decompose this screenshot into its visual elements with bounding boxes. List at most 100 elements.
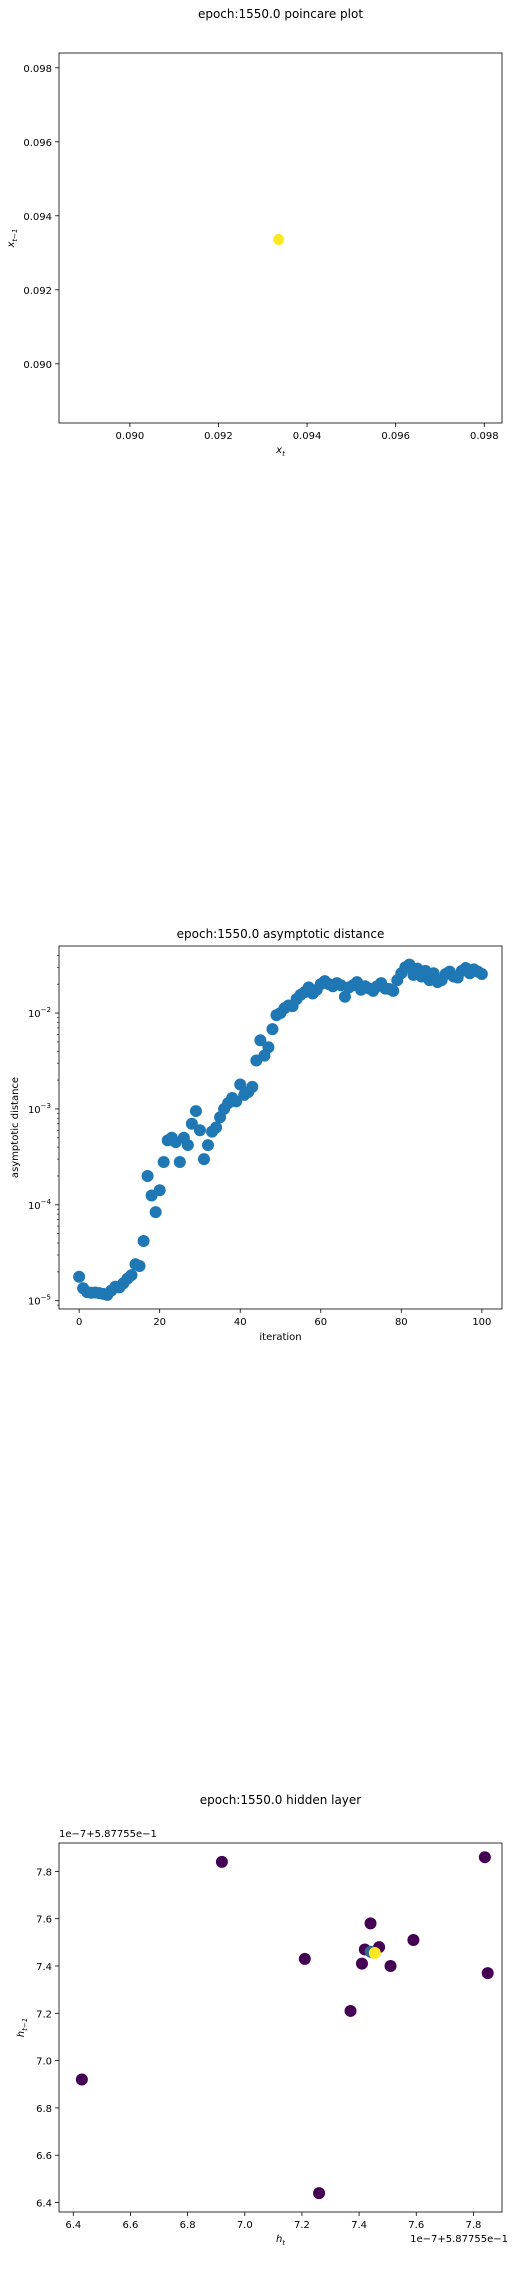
x-tick-label: 7.4 [351, 2220, 367, 2231]
y-tick-label: 7.2 [36, 2009, 52, 2020]
y-tick-label: 7.4 [36, 1962, 52, 1973]
y-tick-label: 10−5 [28, 1294, 51, 1308]
y-tick-exponent: −2 [41, 1006, 51, 1014]
x-tick-label: 0.098 [470, 431, 499, 442]
y-offset-label: 1e−7+5.87755e−1 [59, 1829, 157, 1840]
asymptotic-distance-svg: epoch:1550.0 asymptotic distance 0 20 40 60 8… [10, 927, 503, 1343]
x-tick-label: 60 [314, 1317, 327, 1328]
chart-title: epoch:1550.0 poincare plot [198, 7, 363, 21]
y-tick-label: 6.4 [36, 2199, 52, 2210]
x-tick-label: 6.6 [122, 2220, 138, 2231]
y-axis-label-subscript: t−1 [11, 229, 19, 242]
x-axis-label-subscript: t [282, 2239, 285, 2247]
data-point [384, 1960, 397, 1972]
y-tick-label: 0.096 [23, 138, 52, 149]
y-axis-label: ht−1 [16, 2018, 29, 2037]
data-point [75, 2073, 88, 2086]
hidden-layer-svg: epoch:1550.0 hidden layer 6.4 6.6 6.8 7.0 7.2… [16, 1793, 508, 2247]
data-point [313, 2187, 326, 2200]
data-point [173, 1155, 186, 1168]
plot-frame [58, 52, 503, 424]
y-tick-label: 10−2 [28, 1006, 51, 1020]
x-offset-label: 1e−7+5.87755e−1 [410, 2234, 508, 2245]
data-point [141, 1169, 154, 1182]
x-axis-label: xt [275, 445, 285, 458]
y-tick-label: 0.092 [23, 286, 52, 297]
data-point [197, 1153, 210, 1166]
x-axis-label: iteration [259, 1332, 301, 1343]
data-point [230, 1095, 243, 1108]
data-point [185, 1117, 198, 1130]
plot-frame [58, 945, 503, 1310]
x-tick-label: 100 [472, 1317, 491, 1328]
data-point [478, 1851, 491, 1864]
x-tick-label: 0 [76, 1317, 82, 1328]
x-tick-label: 0.092 [204, 431, 233, 442]
x-tick-label: 0.090 [116, 431, 145, 442]
y-tick-exponent: −3 [41, 1102, 51, 1110]
data-point [368, 1946, 381, 1959]
data-point [364, 1917, 377, 1930]
y-tick-label: 6.8 [36, 2104, 52, 2115]
y-tick-exponent: −5 [41, 1294, 51, 1302]
data-point [137, 1234, 150, 1247]
x-axis-label: ht [276, 2234, 285, 2247]
x-tick-label: 20 [153, 1317, 166, 1328]
x-tick-label: 6.4 [65, 2220, 81, 2231]
data-point [407, 1933, 420, 1946]
data-point [133, 1260, 146, 1273]
data-point [189, 1105, 202, 1118]
y-tick-base: 10 [28, 1297, 41, 1308]
data-point [157, 1155, 170, 1168]
y-tick-base: 10 [28, 1009, 41, 1020]
data-point [344, 2004, 357, 2017]
x-tick-label: 7.2 [294, 2220, 310, 2231]
y-tick-base: 10 [28, 1201, 41, 1212]
x-tick-label: 80 [395, 1317, 408, 1328]
y-axis-label: asymptotic distance [10, 1077, 21, 1178]
x-tick-label: 7.6 [408, 2220, 424, 2231]
data-point [266, 1023, 279, 1036]
y-axis-label-subscript: t−1 [21, 2018, 29, 2031]
y-axis-label: xt−1 [6, 229, 19, 249]
y-tick-base: 10 [28, 1105, 41, 1116]
hidden-layer-chart: epoch:1550.0 hidden layer 6.4 6.6 6.8 7.0 7.2… [0, 1790, 512, 2269]
y-tick-label: 7.6 [36, 1915, 52, 1926]
y-tick-label: 0.094 [23, 212, 52, 223]
data-point [234, 1078, 247, 1091]
poincare-plot-chart: epoch:1550.0 poincare plot 0.090 0.092 0.09… [0, 0, 512, 470]
data-point [355, 1957, 368, 1970]
data-point [210, 1121, 223, 1134]
data-point [125, 1269, 138, 1282]
y-tick-label: 10−3 [28, 1102, 51, 1116]
x-tick-label: 6.8 [180, 2220, 196, 2231]
asymptotic-distance-chart: epoch:1550.0 asymptotic distance 0 20 40 60 8… [0, 920, 512, 1360]
data-point [387, 984, 400, 997]
data-point [254, 1034, 267, 1047]
data-point [246, 1080, 259, 1093]
plot-frame [58, 1842, 503, 2213]
data-point [273, 233, 285, 245]
x-tick-label: 0.094 [293, 431, 322, 442]
y-tick-label: 0.090 [23, 360, 52, 371]
x-axis-label-subscript: t [282, 450, 285, 458]
y-tick-exponent: −4 [41, 1198, 52, 1206]
y-tick-label: 7.0 [36, 2057, 52, 2068]
y-tick-label: 10−4 [28, 1198, 52, 1212]
chart-title: epoch:1550.0 asymptotic distance [177, 927, 385, 941]
data-point [153, 1184, 166, 1197]
x-tick-label: 7.0 [237, 2220, 253, 2231]
y-tick-label: 0.098 [23, 64, 52, 75]
x-tick-label: 7.8 [465, 2220, 481, 2231]
y-tick-label: 7.8 [36, 1867, 52, 1878]
data-point [298, 1952, 311, 1965]
data-point [149, 1206, 162, 1219]
data-point [73, 1270, 86, 1283]
data-point [481, 1967, 494, 1980]
y-tick-label: 6.6 [36, 2151, 52, 2162]
data-point [475, 968, 488, 981]
data-point [202, 1139, 215, 1152]
x-tick-label: 40 [234, 1317, 247, 1328]
poincare-plot-svg: epoch:1550.0 poincare plot 0.090 0.092 0.09… [6, 7, 503, 458]
data-point [338, 990, 351, 1003]
